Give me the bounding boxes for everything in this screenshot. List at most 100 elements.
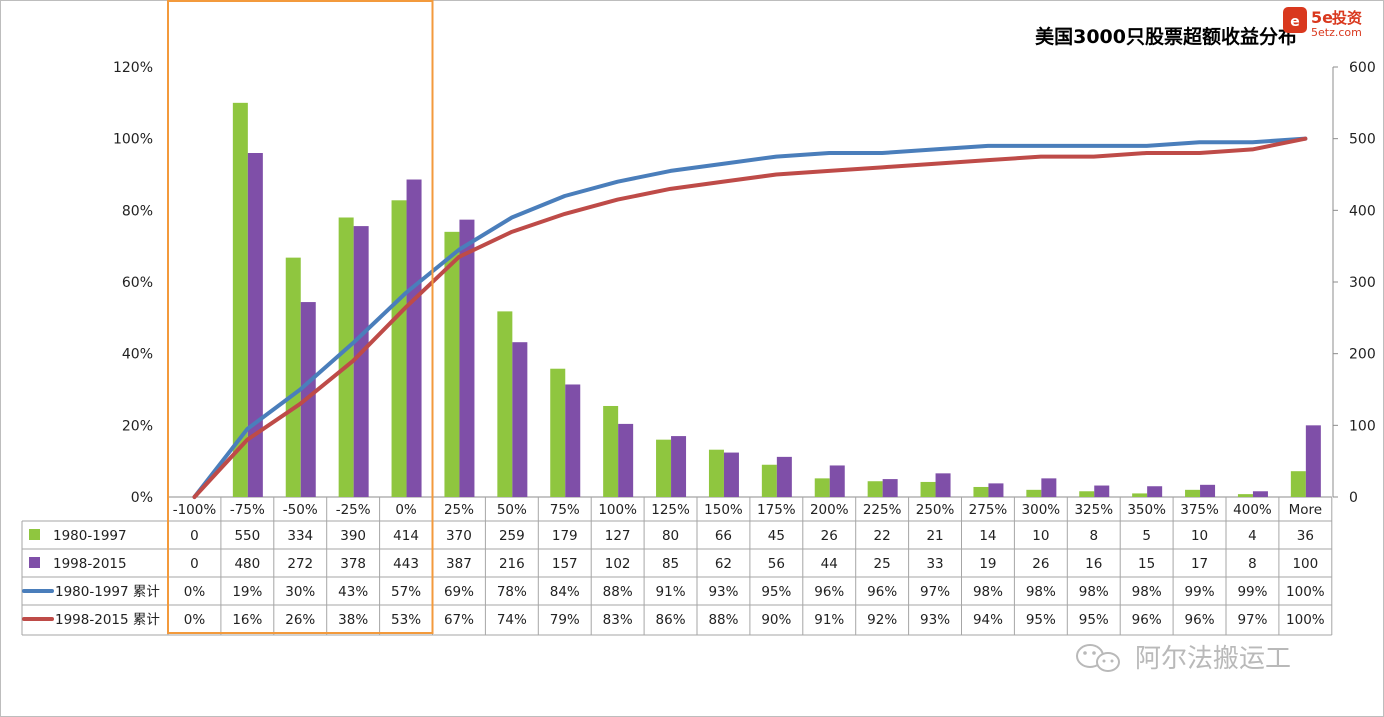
left-tick-label: 100% — [113, 132, 153, 148]
bar-1980-1997-125% — [656, 439, 672, 497]
category-label: 75% — [550, 502, 580, 518]
table-cell: 10 — [1032, 528, 1049, 544]
table-cell: 53% — [391, 612, 421, 628]
bar-1980-1997-75% — [550, 368, 566, 497]
data-table: -100% -75% -50% -25% 0% 25% 50% 75% 100% 125% 150%… — [21, 497, 1333, 636]
bar-1998-2015-200% — [829, 465, 845, 497]
table-cell: 83% — [603, 612, 633, 628]
table-cell: 30% — [285, 584, 315, 600]
right-tick-label: 0 — [1349, 490, 1358, 506]
table-cell: 21 — [926, 528, 943, 544]
logo-name: 投资 — [1332, 9, 1362, 27]
right-tick-label: 100 — [1349, 418, 1376, 434]
bar-1998-2015-75% — [565, 384, 581, 497]
bar-1998-2015-25% — [459, 219, 475, 497]
category-label: 375% — [1180, 502, 1219, 518]
logo-badge-icon — [1283, 7, 1307, 33]
table-cell: 96% — [867, 584, 897, 600]
table-cell: 414 — [393, 528, 419, 544]
bar-1980-1997-0% — [391, 200, 407, 498]
table-cell: 5 — [1142, 528, 1151, 544]
watermark: 阿尔法搬运工 — [1076, 644, 1291, 674]
bar-1980-1997-50% — [497, 311, 513, 497]
table-cell: 85 — [662, 556, 679, 572]
bar-1998-2015-300% — [1041, 478, 1057, 497]
bar-1980-1997-200% — [814, 478, 830, 497]
bar-1998-2015-50% — [512, 342, 528, 497]
legend-label: 1998-2015 累计 — [55, 612, 160, 628]
bar-1980-1997-275% — [973, 486, 989, 497]
bar-1980-1997-225% — [867, 481, 883, 497]
table-cell: 38% — [338, 612, 368, 628]
table-cell: 98% — [1079, 584, 1109, 600]
highlight-box — [167, 0, 434, 634]
bar-1998-2015-250% — [935, 473, 951, 497]
table-cell: 179 — [552, 528, 578, 544]
wechat-icon — [1076, 644, 1120, 672]
site-logo: e 5e 投资 5etz.com — [1283, 7, 1362, 39]
table-cell: 88% — [708, 612, 738, 628]
table-cell: 80 — [662, 528, 679, 544]
table-cell: 92% — [867, 612, 897, 628]
left-tick-label: 120% — [113, 60, 153, 76]
table-cell: 91% — [814, 612, 844, 628]
category-label: 275% — [969, 502, 1008, 518]
left-tick-label: 80% — [122, 203, 153, 219]
right-tick-label: 600 — [1349, 60, 1376, 76]
table-cell: 99% — [1237, 584, 1267, 600]
bar-1980-1997-25% — [444, 231, 460, 498]
table-cell: 62 — [715, 556, 732, 572]
bar-1998-2015-150% — [723, 452, 739, 497]
bar-1998-2015-175% — [776, 456, 792, 497]
table-cell: 97% — [1237, 612, 1267, 628]
table-cell: 0% — [184, 584, 206, 600]
table-cell: 98% — [973, 584, 1003, 600]
table-cell: 84% — [550, 584, 580, 600]
table-cell: 157 — [552, 556, 578, 572]
table-cell: 79% — [550, 612, 580, 628]
table-cell: 390 — [340, 528, 366, 544]
line-1980-1997 累计 — [192, 136, 1308, 499]
table-cell: 93% — [708, 584, 738, 600]
right-tick-label: 400 — [1349, 203, 1376, 219]
table-cell: 443 — [393, 556, 419, 572]
table-cell: 4 — [1248, 528, 1257, 544]
table-cell: 94% — [973, 612, 1003, 628]
right-tick-label: 300 — [1349, 275, 1376, 291]
legend-key-1980-1997 — [29, 529, 40, 540]
table-cell: 99% — [1185, 584, 1215, 600]
watermark-text: 阿尔法搬运工 — [1135, 644, 1291, 674]
table-cell: 480 — [234, 556, 260, 572]
table-cell: 56 — [768, 556, 785, 572]
category-label: 250% — [916, 502, 955, 518]
left-tick-label: 60% — [122, 275, 153, 291]
bar-1980-1997-175% — [761, 464, 777, 497]
category-label: -75% — [230, 502, 265, 518]
table-cell: 14 — [979, 528, 996, 544]
table-cell: 88% — [603, 584, 633, 600]
table-cell: 26 — [821, 528, 838, 544]
table-cell: 8 — [1248, 556, 1257, 572]
bar-1998-2015-225% — [882, 479, 898, 497]
bar-1980-1997--75% — [232, 102, 248, 497]
bar-1980-1997-250% — [920, 481, 936, 497]
bar-1998-2015-375% — [1200, 484, 1216, 497]
logo-mark: 5e — [1311, 8, 1333, 27]
category-label: 0% — [395, 502, 417, 518]
left-tick-label: 40% — [122, 347, 153, 363]
table-cell: 36 — [1297, 528, 1314, 544]
table-cell: 90% — [761, 612, 791, 628]
table-cell: 8 — [1089, 528, 1098, 544]
bar-1980-1997-100% — [603, 405, 619, 497]
table-cell: 19 — [979, 556, 996, 572]
right-tick-label: 500 — [1349, 132, 1376, 148]
table-cell: 26 — [1032, 556, 1049, 572]
bar-1998-2015-More — [1305, 425, 1321, 497]
logo-glyph: e — [1290, 14, 1300, 30]
table-cell: 102 — [605, 556, 631, 572]
bar-1980-1997--25% — [338, 217, 354, 497]
bar-1998-2015-275% — [988, 483, 1004, 497]
category-label: 50% — [497, 502, 527, 518]
table-cell: 216 — [499, 556, 525, 572]
table-cell: 19% — [232, 584, 262, 600]
